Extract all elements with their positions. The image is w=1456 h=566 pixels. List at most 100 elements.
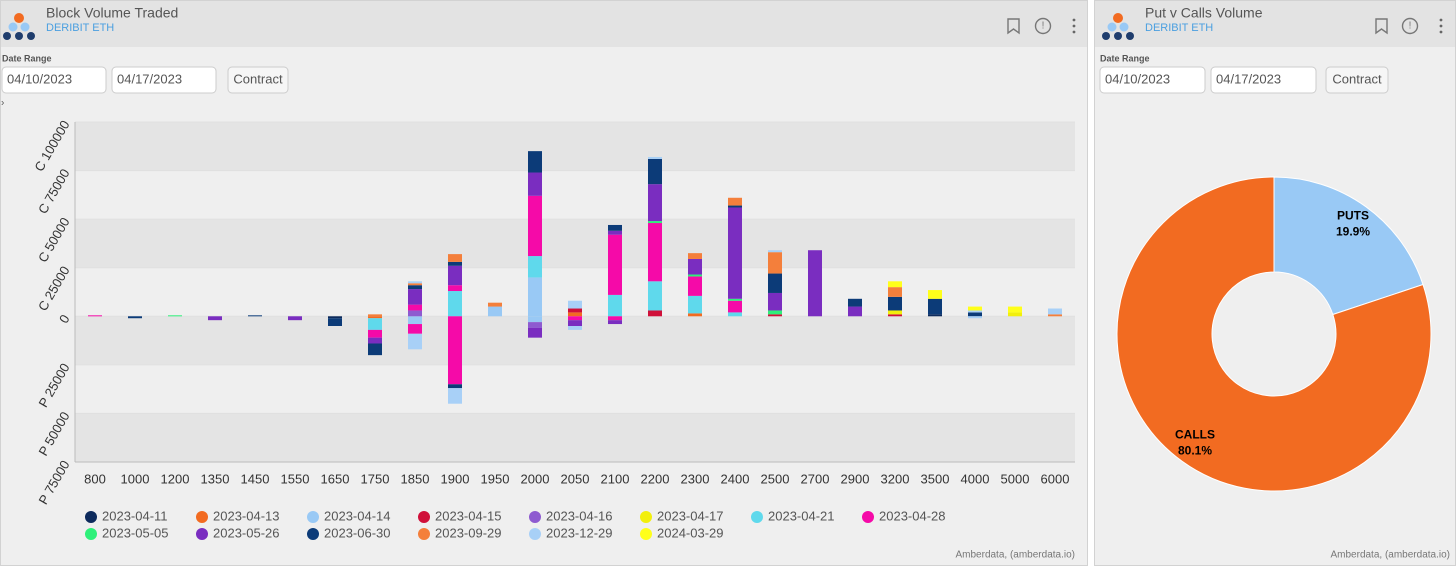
bar-segment xyxy=(128,316,142,319)
slice-value-label: 80.1% xyxy=(1178,444,1212,458)
end-date-input[interactable] xyxy=(1210,66,1317,94)
contract-button[interactable] xyxy=(1325,66,1389,94)
x-tick-label: 1550 xyxy=(281,471,310,486)
svg-text:!: ! xyxy=(1409,21,1412,32)
x-tick-label: 2500 xyxy=(761,471,790,486)
legend-swatch xyxy=(529,528,541,540)
slice-value-label: 19.9% xyxy=(1336,225,1370,239)
bar-segment xyxy=(528,195,542,257)
legend-label: 2023-04-21 xyxy=(768,508,835,523)
pie-slice xyxy=(1116,176,1432,492)
bar-segment xyxy=(448,285,462,292)
info-icon[interactable]: ! xyxy=(1401,17,1419,35)
x-tick-label: 1200 xyxy=(161,471,190,486)
legend-label: 2023-04-15 xyxy=(435,508,502,523)
bar-segment xyxy=(568,308,582,313)
x-tick-label: 1900 xyxy=(441,471,470,486)
bar-segment xyxy=(408,333,422,350)
bar-segment xyxy=(688,313,702,317)
bar-segment xyxy=(1048,308,1062,315)
x-tick-label: 2900 xyxy=(841,471,870,486)
bar-segment xyxy=(568,300,582,309)
bar-segment xyxy=(408,316,422,325)
bookmark-icon[interactable] xyxy=(1007,18,1020,35)
x-tick-label: 2100 xyxy=(601,471,630,486)
info-icon[interactable]: ! xyxy=(1034,17,1052,35)
menu-icon[interactable] xyxy=(1439,18,1443,34)
bar-segment xyxy=(408,289,422,305)
bar-segment xyxy=(608,316,622,321)
bar-segment xyxy=(888,296,902,311)
bar-segment xyxy=(648,310,662,317)
bar-segment xyxy=(608,230,622,235)
end-date: 04/17/2023 xyxy=(1216,71,1281,86)
bar-segment xyxy=(448,388,462,404)
bar-segment xyxy=(608,224,622,231)
bar-segment xyxy=(808,250,822,317)
bar-segment xyxy=(768,250,782,253)
bar-segment xyxy=(1048,314,1062,317)
end-date: 04/17/2023 xyxy=(117,71,182,86)
contract-button[interactable] xyxy=(227,66,289,94)
panel-header xyxy=(1,1,1087,47)
bar-segment xyxy=(728,207,742,299)
legend-label: 2023-05-05 xyxy=(102,525,169,540)
bar-segment xyxy=(968,316,982,319)
bookmark-icon[interactable] xyxy=(1375,18,1388,35)
bar-segment xyxy=(488,302,502,307)
legend-swatch xyxy=(196,528,208,540)
x-tick-label: 1850 xyxy=(401,471,430,486)
bar-segment xyxy=(328,318,342,326)
legend-swatch xyxy=(862,511,874,523)
bar-segment xyxy=(648,158,662,185)
bar-segment xyxy=(368,314,382,317)
bar-segment xyxy=(768,310,782,315)
bar-segment xyxy=(848,298,862,307)
logo xyxy=(1102,13,1134,40)
credit: Amberdata, (amberdata.io) xyxy=(1330,550,1450,561)
bar-segment xyxy=(928,298,942,315)
x-tick-label: 5000 xyxy=(1001,471,1030,486)
bar-segment xyxy=(968,310,982,313)
legend-swatch xyxy=(640,528,652,540)
start-date-input[interactable] xyxy=(1099,66,1206,94)
legend-label: 2023-04-17 xyxy=(657,508,724,523)
expand-arrow[interactable]: › xyxy=(1,98,4,109)
x-tick-label: 1000 xyxy=(121,471,150,486)
bar-segment xyxy=(528,322,542,328)
bar-segment xyxy=(648,223,662,282)
x-tick-label: 6000 xyxy=(1041,471,1070,486)
legend-label: 2023-09-29 xyxy=(435,525,502,540)
legend-swatch xyxy=(85,511,97,523)
bar-segment xyxy=(448,291,462,317)
legend-swatch xyxy=(529,511,541,523)
bar-segment xyxy=(408,324,422,334)
menu-icon[interactable] xyxy=(1072,18,1076,34)
start-date-input[interactable] xyxy=(1,66,107,94)
legend-label: 2023-06-30 xyxy=(324,525,391,540)
contract-button-label: Contract xyxy=(1332,71,1382,86)
bar-segment xyxy=(408,283,422,286)
bar-segment xyxy=(888,281,902,288)
bar-segment xyxy=(968,306,982,311)
legend-swatch xyxy=(640,511,652,523)
panel-title: Put v Calls Volume xyxy=(1145,5,1263,21)
x-tick-label: 1750 xyxy=(361,471,390,486)
bar-segment xyxy=(408,281,422,284)
legend-swatch xyxy=(418,511,430,523)
legend-label: 2023-05-26 xyxy=(213,525,280,540)
x-tick-label: 2400 xyxy=(721,471,750,486)
legend-swatch xyxy=(751,511,763,523)
bar-segment xyxy=(608,234,622,295)
bar-segment xyxy=(968,312,982,317)
pie-slice xyxy=(1273,176,1424,316)
slice-label: CALLS xyxy=(1175,428,1215,442)
bar-segment xyxy=(448,265,462,286)
x-tick-label: 3200 xyxy=(881,471,910,486)
bar-segment xyxy=(688,276,702,296)
bar-segment xyxy=(608,320,622,325)
end-date-input[interactable] xyxy=(111,66,217,94)
bar-segment xyxy=(408,304,422,311)
